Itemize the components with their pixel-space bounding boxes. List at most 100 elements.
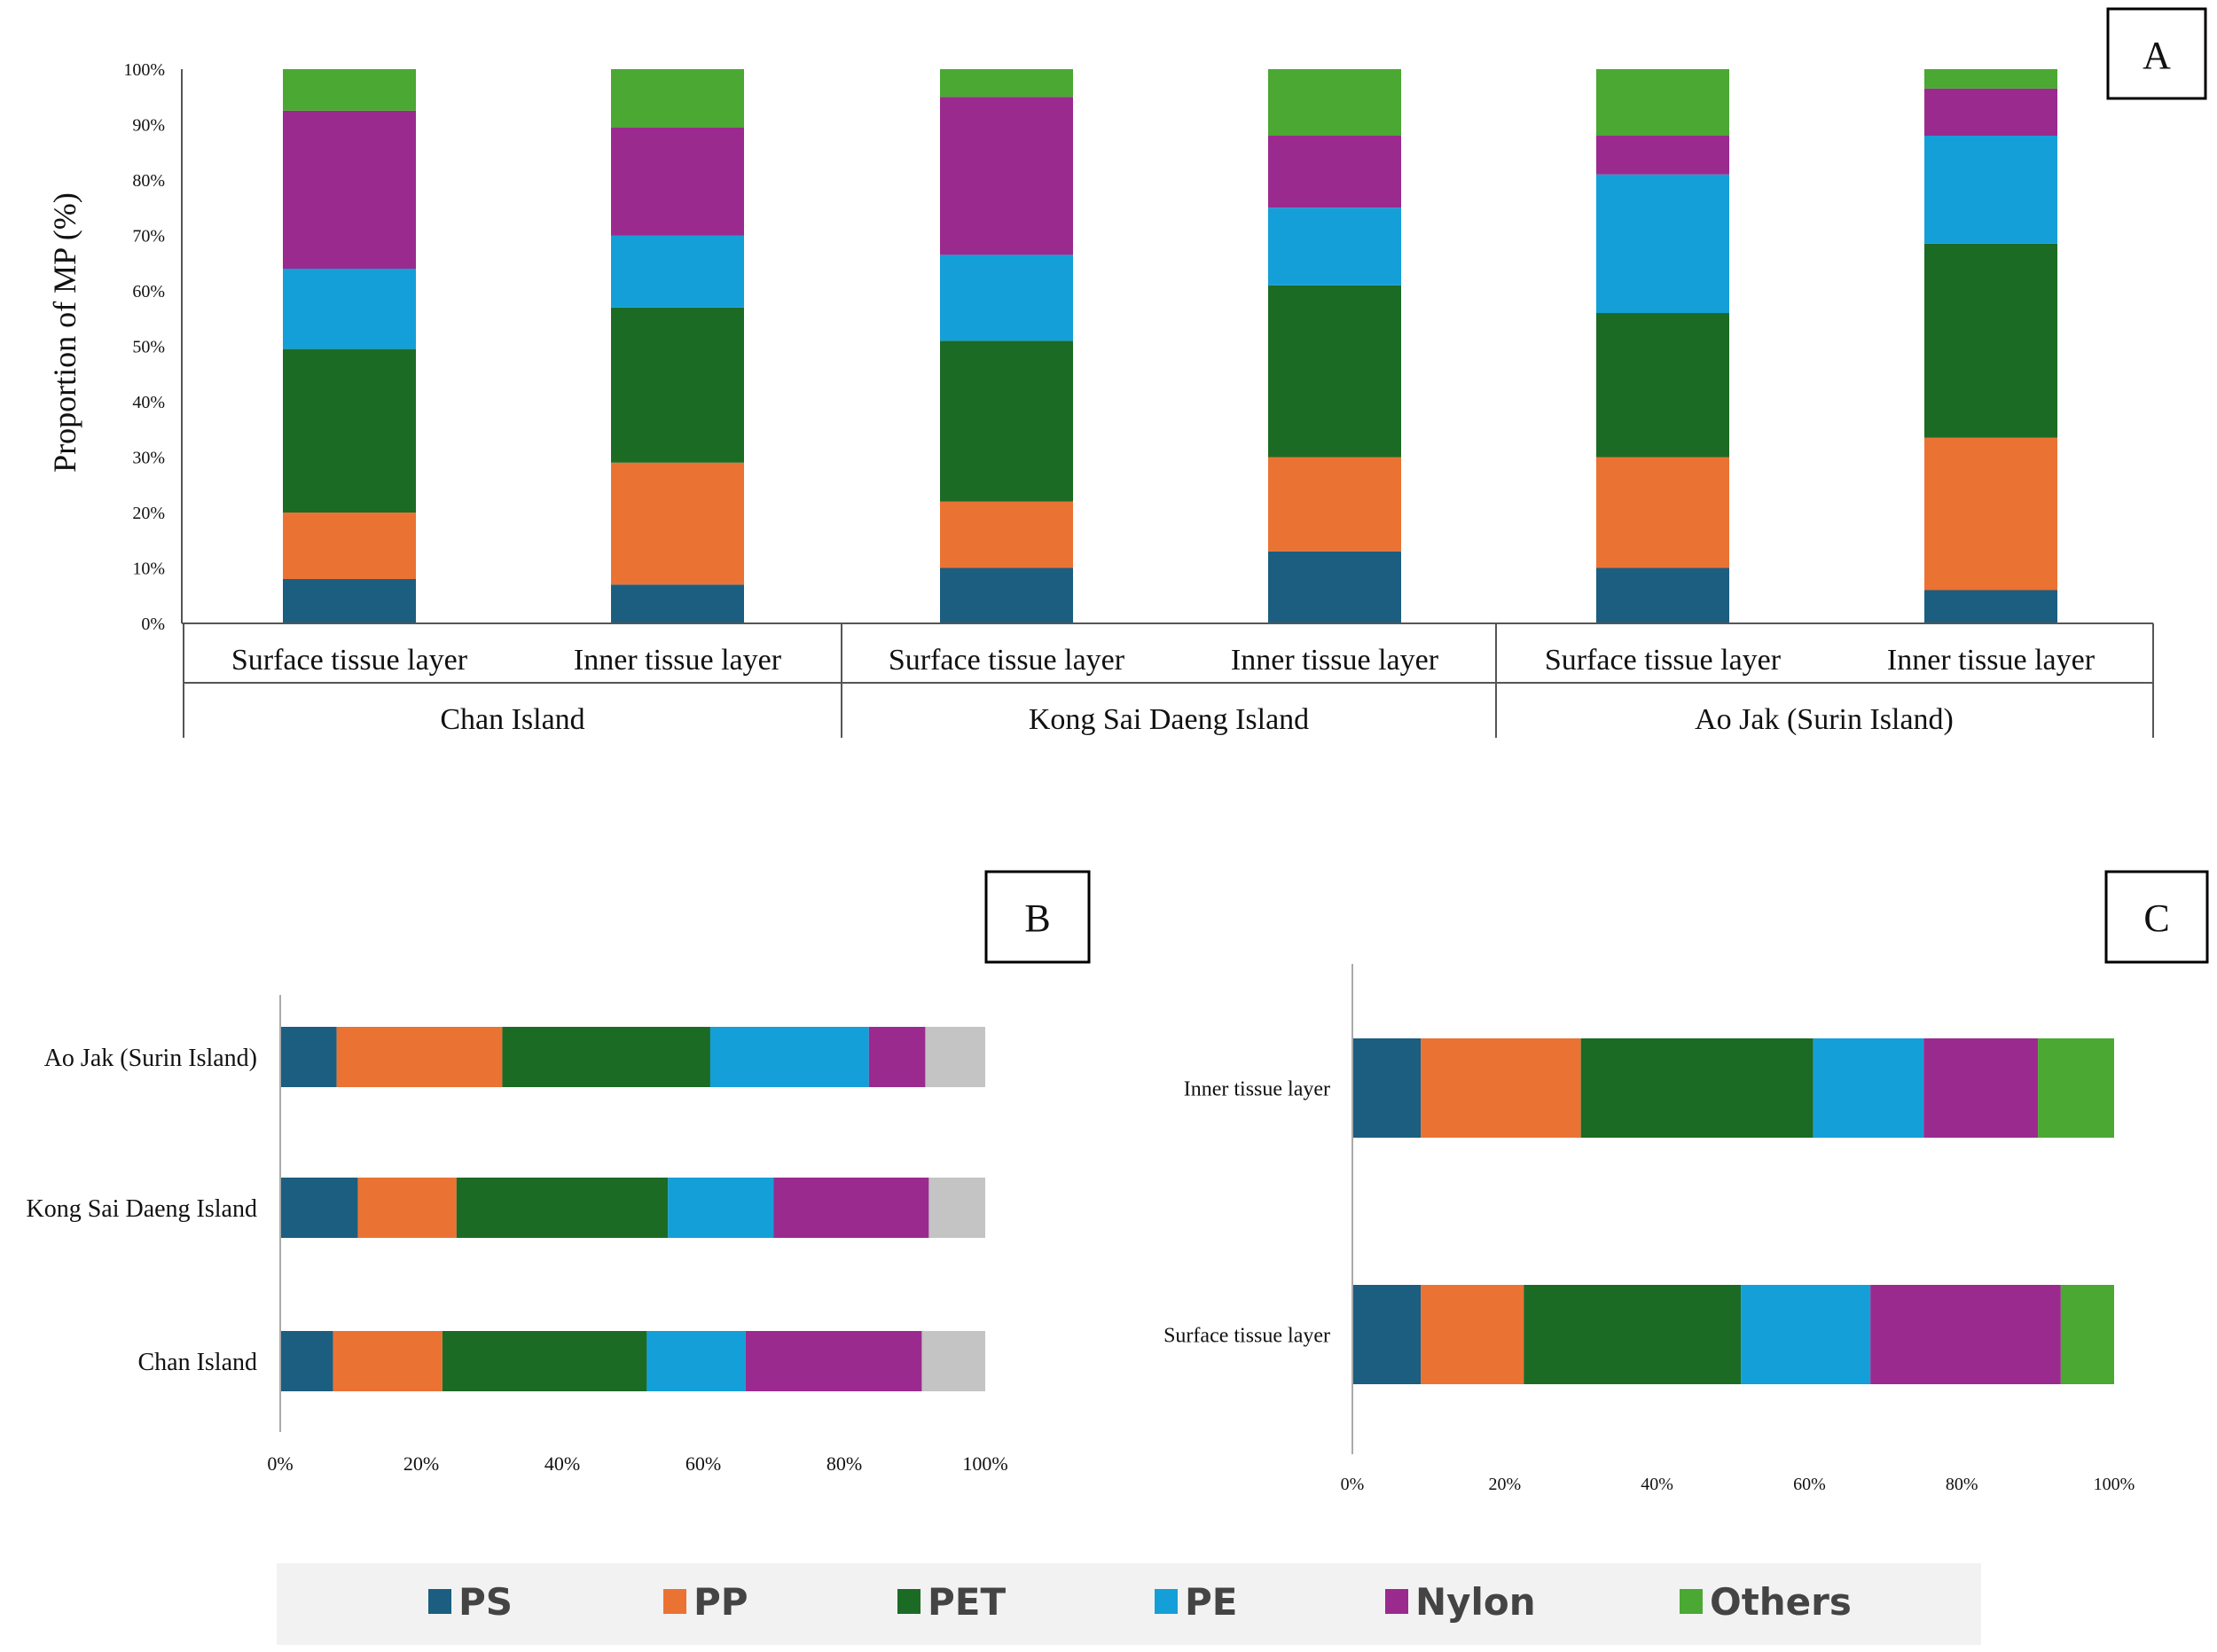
panel-b-label: B: [1024, 896, 1050, 940]
panel-a-bar-2-nylon: [611, 127, 744, 236]
panel-a-bars: [283, 69, 2057, 623]
panel-a-bar-4-pet: [1268, 285, 1401, 458]
panel-a-bar-3-pe: [940, 254, 1073, 341]
panel-c-bar-surface-tissue-layer-pp: [1421, 1285, 1524, 1384]
panel-a-y-tick-5: 50%: [132, 338, 165, 357]
panel-c-x-tick-0: 0%: [1341, 1475, 1365, 1494]
panel-c-x-tick-4: 80%: [1946, 1475, 1978, 1494]
panel-a-bar-6-pet: [1924, 243, 2057, 438]
panel-a-category-label-1: Surface tissue layer: [231, 644, 468, 677]
panel-a-y-tick-8: 80%: [132, 171, 165, 191]
panel-b-bar-kong-sai-daeng-island-nylon: [773, 1178, 929, 1238]
panel-c-bar-surface-tissue-layer-pet: [1524, 1285, 1742, 1384]
panel-c-category-label-surface-tissue-layer: Surface tissue layer: [1163, 1324, 1330, 1347]
panel-c-x-tick-1: 20%: [1488, 1475, 1521, 1494]
panel-a-bar-5-ps: [1596, 568, 1729, 623]
panel-c-x-tick-5: 100%: [2094, 1475, 2135, 1494]
panel-b-bar-ao-jak-surin-island-pe: [709, 1027, 869, 1087]
panel-b-category-label-ao-jak-surin-island: Ao Jak (Surin Island): [44, 1045, 257, 1072]
panel-a-bar-5-others: [1596, 69, 1729, 136]
panel-a-group-label-ao-jak-surin-island: Ao Jak (Surin Island): [1695, 703, 1954, 736]
panel-a-category-label-3: Surface tissue layer: [889, 644, 1125, 677]
panel-a-axes: [181, 69, 2154, 738]
legend-label-others: Others: [1710, 1580, 1852, 1624]
panel-a-bar-3: [940, 69, 1073, 623]
panel-b-category-label-chan-island: Chan Island: [137, 1349, 257, 1376]
legend-swatch-nylon: [1385, 1589, 1408, 1614]
panel-b-x-ticks: 0% 20% 40% 60% 80% 100%: [267, 1452, 1007, 1475]
panel-c-bar-inner-tissue-layer-nylon: [1923, 1038, 2039, 1138]
panel-a-label: A: [2143, 34, 2171, 77]
panel-a-group-label-kong-sai-daeng-island: Kong Sai Daeng Island: [1029, 703, 1309, 736]
panel-b-bar-chan-island-pp: [333, 1331, 443, 1391]
panel-a-y-tick-9: 90%: [132, 116, 165, 136]
panel-c-bar-inner-tissue-layer-pet: [1580, 1038, 1814, 1138]
panel-a-category-labels: Surface tissue layer Inner tissue layer Su…: [231, 644, 2096, 677]
panel-b: Ao Jak (Surin Island) Kong Sai Daeng Isla…: [26, 870, 1091, 1475]
panel-a-bar-4-pe: [1268, 207, 1401, 286]
panel-a-label-box: [2106, 7, 2207, 100]
panel-a-bar-4-ps: [1268, 551, 1401, 623]
panel-a-bar-1-pe: [283, 269, 416, 349]
panel-a-y-tick-4: 40%: [132, 393, 165, 412]
panel-c-bar-inner-tissue-layer-ps: [1352, 1038, 1422, 1138]
panel-a-category-label-2: Inner tissue layer: [574, 644, 782, 677]
panel-a-bar-5-pp: [1596, 457, 1729, 568]
legend-swatch-pe: [1155, 1589, 1178, 1614]
panel-a-bar-6-pe: [1924, 136, 2057, 244]
panel-b-bar-chan-island-others: [921, 1331, 985, 1391]
legend-swatch-ps: [428, 1589, 451, 1614]
panel-b-x-tick-1: 20%: [403, 1452, 439, 1475]
panel-a-bar-1-ps: [283, 579, 416, 623]
panel-a-bar-2-pe: [611, 235, 744, 308]
legend: PS PP PET PE Nylon Others: [277, 1563, 1981, 1645]
panel-a-bar-3-pp: [940, 501, 1073, 568]
panel-a-bar-2-pet: [611, 307, 744, 463]
panel-b-category-labels: Ao Jak (Surin Island) Kong Sai Daeng Isla…: [26, 1045, 257, 1376]
panel-a-y-tick-7: 70%: [132, 227, 165, 247]
panel-c-bar-inner-tissue-layer: [1352, 1038, 2114, 1138]
panel-a-bar-6-ps: [1924, 590, 2057, 623]
legend-label-ps: PS: [458, 1580, 513, 1624]
panel-a-bar-2-ps: [611, 584, 744, 623]
panel-b-x-tick-2: 40%: [544, 1452, 580, 1475]
panel-c: Inner tissue layer Surface tissue layer 0…: [1163, 870, 2209, 1494]
panel-b-bar-kong-sai-daeng-island: [280, 1178, 985, 1238]
panel-a-bar-1-pet: [283, 348, 416, 513]
panel-c-bar-inner-tissue-layer-pe: [1813, 1038, 1924, 1138]
panel-b-bar-chan-island-ps: [280, 1331, 333, 1391]
panel-b-x-tick-4: 80%: [826, 1452, 862, 1475]
panel-b-bars: [280, 1027, 985, 1391]
panel-a-bar-3-ps: [940, 568, 1073, 623]
panel-c-x-ticks: 0% 20% 40% 60% 80% 100%: [1341, 1475, 2135, 1494]
panel-b-bar-chan-island-nylon: [745, 1331, 922, 1391]
panel-a-y-tick-0: 0%: [141, 615, 165, 634]
panel-b-x-tick-3: 60%: [685, 1452, 721, 1475]
panel-c-bar-surface-tissue-layer-ps: [1352, 1285, 1422, 1384]
panel-b-bar-ao-jak-surin-island: [280, 1027, 985, 1087]
panel-c-bar-surface-tissue-layer: [1352, 1285, 2114, 1384]
panel-c-bar-surface-tissue-layer-others: [2060, 1285, 2114, 1384]
legend-label-pet: PET: [928, 1580, 1006, 1624]
panel-c-bar-surface-tissue-layer-pe: [1741, 1285, 1871, 1384]
panel-a-group-labels: Chan Island Kong Sai Daeng Island Ao Jak (…: [440, 703, 1954, 736]
panel-a-bar-3-pet: [940, 341, 1073, 502]
panel-a-y-tick-2: 20%: [132, 504, 165, 523]
panel-b-label-box: [984, 870, 1091, 964]
legend-label-pe: PE: [1185, 1580, 1237, 1624]
panel-a-bar-6-nylon: [1924, 88, 2057, 136]
panel-a-y-tick-6: 60%: [132, 282, 165, 301]
panel-a-bar-1-nylon: [283, 110, 416, 269]
panel-a-bar-5-nylon: [1596, 136, 1729, 175]
panel-a-bar-4: [1268, 69, 1401, 623]
legend-label-nylon: Nylon: [1415, 1580, 1536, 1624]
panel-a-bar-4-pp: [1268, 457, 1401, 552]
panel-a-bar-4-nylon: [1268, 136, 1401, 208]
panel-a-bar-5: [1596, 69, 1729, 623]
panel-a: 0% 10% 20% 30% 40% 50% 60% 70% 80% 90% 100% Propor…: [47, 7, 2207, 738]
panel-c-bar-inner-tissue-layer-pp: [1421, 1038, 1581, 1138]
panel-b-bar-kong-sai-daeng-island-pp: [357, 1178, 457, 1238]
legend-label-pp: PP: [693, 1580, 748, 1624]
panel-c-x-tick-2: 40%: [1641, 1475, 1673, 1494]
